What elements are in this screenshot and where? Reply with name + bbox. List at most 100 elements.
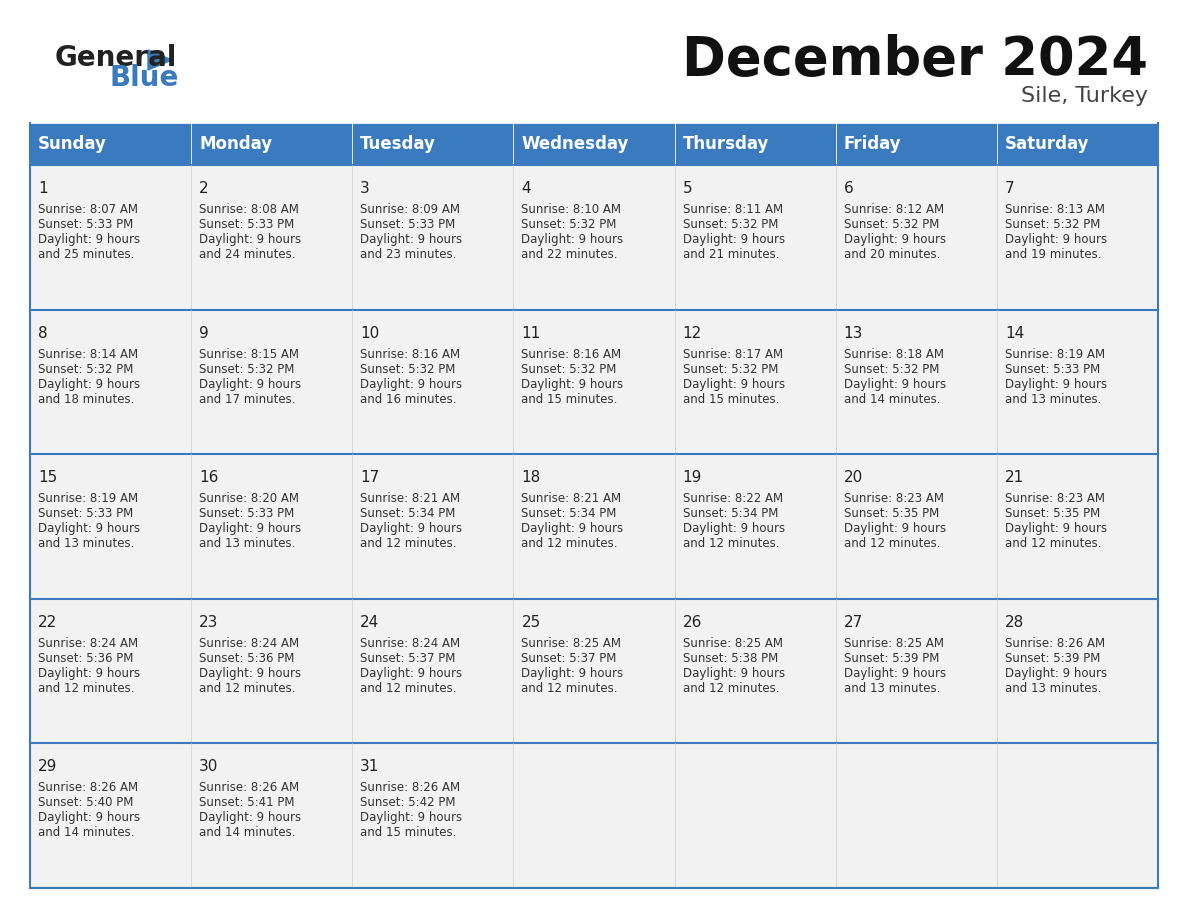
Text: Sile, Turkey: Sile, Turkey [1020, 86, 1148, 106]
Bar [353, 123, 513, 165]
Text: Sunset: 5:32 PM: Sunset: 5:32 PM [522, 363, 617, 375]
Text: 27: 27 [843, 615, 862, 630]
Bar [835, 309, 997, 454]
Text: and 13 minutes.: and 13 minutes. [843, 682, 940, 695]
Bar [30, 599, 191, 744]
Bar [675, 309, 835, 454]
Bar [353, 454, 513, 599]
Text: Daylight: 9 hours: Daylight: 9 hours [683, 233, 785, 246]
Text: Daylight: 9 hours: Daylight: 9 hours [1005, 233, 1107, 246]
Text: Sunrise: 8:26 AM: Sunrise: 8:26 AM [360, 781, 461, 794]
Text: Daylight: 9 hours: Daylight: 9 hours [38, 666, 140, 680]
Bar [513, 309, 675, 454]
Text: Sunset: 5:39 PM: Sunset: 5:39 PM [1005, 652, 1100, 665]
Bar [835, 123, 997, 165]
Bar [997, 123, 1158, 165]
Text: Daylight: 9 hours: Daylight: 9 hours [843, 522, 946, 535]
Text: Daylight: 9 hours: Daylight: 9 hours [360, 812, 462, 824]
Text: and 18 minutes.: and 18 minutes. [38, 393, 134, 406]
Text: Sunrise: 8:19 AM: Sunrise: 8:19 AM [1005, 348, 1105, 361]
Text: Sunrise: 8:24 AM: Sunrise: 8:24 AM [360, 637, 461, 650]
Text: Daylight: 9 hours: Daylight: 9 hours [1005, 377, 1107, 390]
Text: 4: 4 [522, 181, 531, 196]
Text: Tuesday: Tuesday [360, 135, 436, 153]
Text: Sunset: 5:32 PM: Sunset: 5:32 PM [38, 363, 133, 375]
Text: Sunrise: 8:13 AM: Sunrise: 8:13 AM [1005, 203, 1105, 216]
Text: Sunrise: 8:26 AM: Sunrise: 8:26 AM [38, 781, 138, 794]
Bar [30, 123, 191, 165]
Text: 25: 25 [522, 615, 541, 630]
Text: Daylight: 9 hours: Daylight: 9 hours [200, 233, 302, 246]
Text: Sunset: 5:32 PM: Sunset: 5:32 PM [683, 363, 778, 375]
Bar [30, 309, 191, 454]
Text: Sunset: 5:36 PM: Sunset: 5:36 PM [200, 652, 295, 665]
Bar [30, 744, 191, 888]
Text: and 12 minutes.: and 12 minutes. [360, 537, 456, 550]
Text: Daylight: 9 hours: Daylight: 9 hours [360, 233, 462, 246]
Text: Wednesday: Wednesday [522, 135, 628, 153]
Text: Sunrise: 8:07 AM: Sunrise: 8:07 AM [38, 203, 138, 216]
Text: 12: 12 [683, 326, 702, 341]
Text: Daylight: 9 hours: Daylight: 9 hours [200, 812, 302, 824]
Text: and 12 minutes.: and 12 minutes. [1005, 537, 1101, 550]
Text: Sunset: 5:33 PM: Sunset: 5:33 PM [38, 508, 133, 521]
Text: Sunrise: 8:16 AM: Sunrise: 8:16 AM [360, 348, 461, 361]
Bar [835, 454, 997, 599]
Bar [675, 599, 835, 744]
Text: and 12 minutes.: and 12 minutes. [683, 682, 779, 695]
Text: 5: 5 [683, 181, 693, 196]
Text: Sunset: 5:37 PM: Sunset: 5:37 PM [522, 652, 617, 665]
Text: Sunset: 5:32 PM: Sunset: 5:32 PM [360, 363, 456, 375]
Text: 29: 29 [38, 759, 57, 775]
Bar [353, 744, 513, 888]
Text: Daylight: 9 hours: Daylight: 9 hours [522, 522, 624, 535]
Text: Sunset: 5:33 PM: Sunset: 5:33 PM [1005, 363, 1100, 375]
Text: 8: 8 [38, 326, 48, 341]
Text: Sunset: 5:38 PM: Sunset: 5:38 PM [683, 652, 778, 665]
Text: and 15 minutes.: and 15 minutes. [522, 393, 618, 406]
Bar [353, 309, 513, 454]
Text: Sunset: 5:32 PM: Sunset: 5:32 PM [843, 218, 939, 231]
Text: Sunset: 5:34 PM: Sunset: 5:34 PM [360, 508, 456, 521]
Text: Daylight: 9 hours: Daylight: 9 hours [843, 377, 946, 390]
Bar [191, 454, 353, 599]
Text: and 23 minutes.: and 23 minutes. [360, 248, 456, 261]
Bar [191, 165, 353, 309]
Text: and 12 minutes.: and 12 minutes. [683, 537, 779, 550]
Text: Sunrise: 8:08 AM: Sunrise: 8:08 AM [200, 203, 299, 216]
Text: and 25 minutes.: and 25 minutes. [38, 248, 134, 261]
Text: and 16 minutes.: and 16 minutes. [360, 393, 456, 406]
Text: Sunset: 5:35 PM: Sunset: 5:35 PM [843, 508, 939, 521]
Bar [675, 744, 835, 888]
Text: Sunrise: 8:17 AM: Sunrise: 8:17 AM [683, 348, 783, 361]
Text: 18: 18 [522, 470, 541, 486]
Text: and 14 minutes.: and 14 minutes. [200, 826, 296, 839]
Text: Monday: Monday [200, 135, 272, 153]
Bar [675, 165, 835, 309]
Text: Sunrise: 8:25 AM: Sunrise: 8:25 AM [843, 637, 943, 650]
Text: Sunrise: 8:20 AM: Sunrise: 8:20 AM [200, 492, 299, 505]
Bar [997, 309, 1158, 454]
Text: and 21 minutes.: and 21 minutes. [683, 248, 779, 261]
Text: Sunset: 5:36 PM: Sunset: 5:36 PM [38, 652, 133, 665]
Text: December 2024: December 2024 [682, 34, 1148, 86]
Text: Blue: Blue [110, 64, 179, 92]
Text: Daylight: 9 hours: Daylight: 9 hours [360, 522, 462, 535]
Text: Sunrise: 8:21 AM: Sunrise: 8:21 AM [360, 492, 461, 505]
Text: Sunday: Sunday [38, 135, 107, 153]
Text: Saturday: Saturday [1005, 135, 1089, 153]
Text: Sunrise: 8:16 AM: Sunrise: 8:16 AM [522, 348, 621, 361]
Bar [513, 599, 675, 744]
Text: 24: 24 [360, 615, 379, 630]
Text: Sunrise: 8:25 AM: Sunrise: 8:25 AM [683, 637, 783, 650]
Text: Sunset: 5:41 PM: Sunset: 5:41 PM [200, 797, 295, 810]
Text: Daylight: 9 hours: Daylight: 9 hours [1005, 522, 1107, 535]
Bar [513, 744, 675, 888]
Bar [835, 165, 997, 309]
Text: 11: 11 [522, 326, 541, 341]
Text: Daylight: 9 hours: Daylight: 9 hours [683, 522, 785, 535]
Text: Daylight: 9 hours: Daylight: 9 hours [38, 812, 140, 824]
Text: Sunset: 5:34 PM: Sunset: 5:34 PM [683, 508, 778, 521]
Text: and 12 minutes.: and 12 minutes. [843, 537, 940, 550]
Text: 21: 21 [1005, 470, 1024, 486]
